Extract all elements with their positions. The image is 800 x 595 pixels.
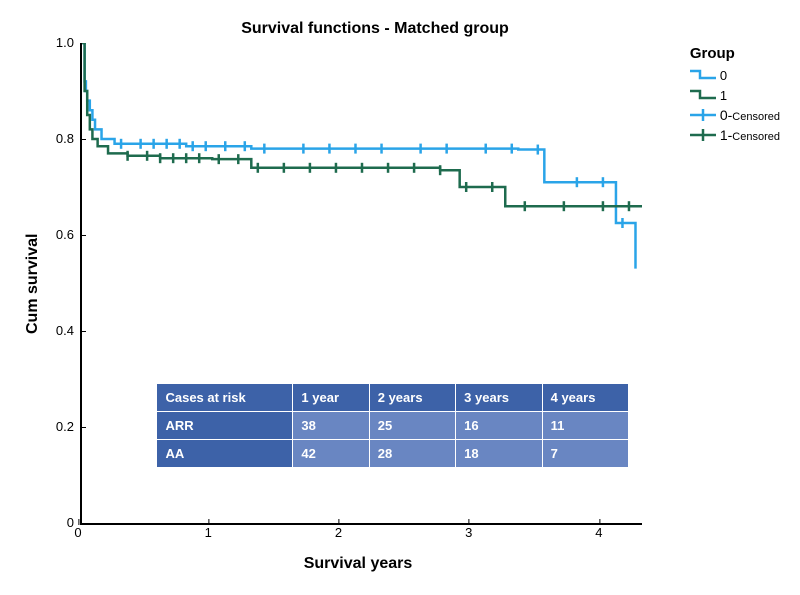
risk-row-label: ARR: [157, 411, 293, 439]
risk-cell: 42: [293, 439, 369, 467]
x-tick: 2: [335, 525, 342, 540]
risk-table-header: 2 years: [369, 383, 455, 411]
x-tick: 4: [595, 525, 602, 540]
x-tick: 0: [74, 525, 81, 540]
risk-table-header: Cases at risk: [157, 383, 293, 411]
risk-table: Cases at risk1 year2 years3 years4 years…: [156, 383, 629, 468]
legend-tick-icon: [690, 108, 716, 122]
y-axis-ticks: 00.20.40.60.81.0: [48, 43, 80, 523]
legend-line-icon: [690, 68, 716, 82]
plot-wrapper: Cum survival 00.20.40.60.81.0 Cases at r…: [20, 43, 780, 525]
legend-label: 0-Censored: [720, 107, 780, 123]
legend-title: Group: [690, 45, 780, 62]
risk-table-header: 3 years: [456, 383, 542, 411]
risk-cell: 16: [456, 411, 542, 439]
legend-label: 1-Censored: [720, 127, 780, 143]
risk-cell: 38: [293, 411, 369, 439]
x-axis-label: Survival years: [78, 555, 638, 573]
legend-item: 0-Censored: [690, 106, 780, 124]
y-tick: 0.4: [56, 323, 74, 338]
legend-item: 1: [690, 86, 780, 104]
plot-area: Cases at risk1 year2 years3 years4 years…: [80, 43, 642, 525]
legend-label: 1: [720, 88, 727, 103]
x-axis-ticks: 01234: [78, 525, 640, 549]
legend-tick-icon: [690, 128, 716, 142]
y-axis-label: Cum survival: [20, 43, 48, 525]
risk-cell: 7: [542, 439, 628, 467]
y-tick: 0.6: [56, 227, 74, 242]
risk-row-label: AA: [157, 439, 293, 467]
y-tick: 0: [67, 515, 74, 530]
risk-cell: 11: [542, 411, 628, 439]
y-tick: 0.2: [56, 419, 74, 434]
risk-cell: 28: [369, 439, 455, 467]
legend-item: 0: [690, 66, 780, 84]
y-tick: 1.0: [56, 35, 74, 50]
chart-title: Survival functions - Matched group: [20, 20, 780, 38]
x-tick: 1: [205, 525, 212, 540]
x-tick: 3: [465, 525, 472, 540]
legend-item: 1-Censored: [690, 126, 780, 144]
survival-chart: Survival functions - Matched group Cum s…: [20, 20, 780, 575]
legend: Group 0 1 0-Censored 1-Censored: [690, 45, 780, 146]
km-curve: [82, 43, 635, 269]
risk-cell: 25: [369, 411, 455, 439]
risk-cell: 18: [456, 439, 542, 467]
legend-label: 0: [720, 68, 727, 83]
legend-line-icon: [690, 88, 716, 102]
y-tick: 0.8: [56, 131, 74, 146]
risk-table-header: 4 years: [542, 383, 628, 411]
risk-table-header: 1 year: [293, 383, 369, 411]
